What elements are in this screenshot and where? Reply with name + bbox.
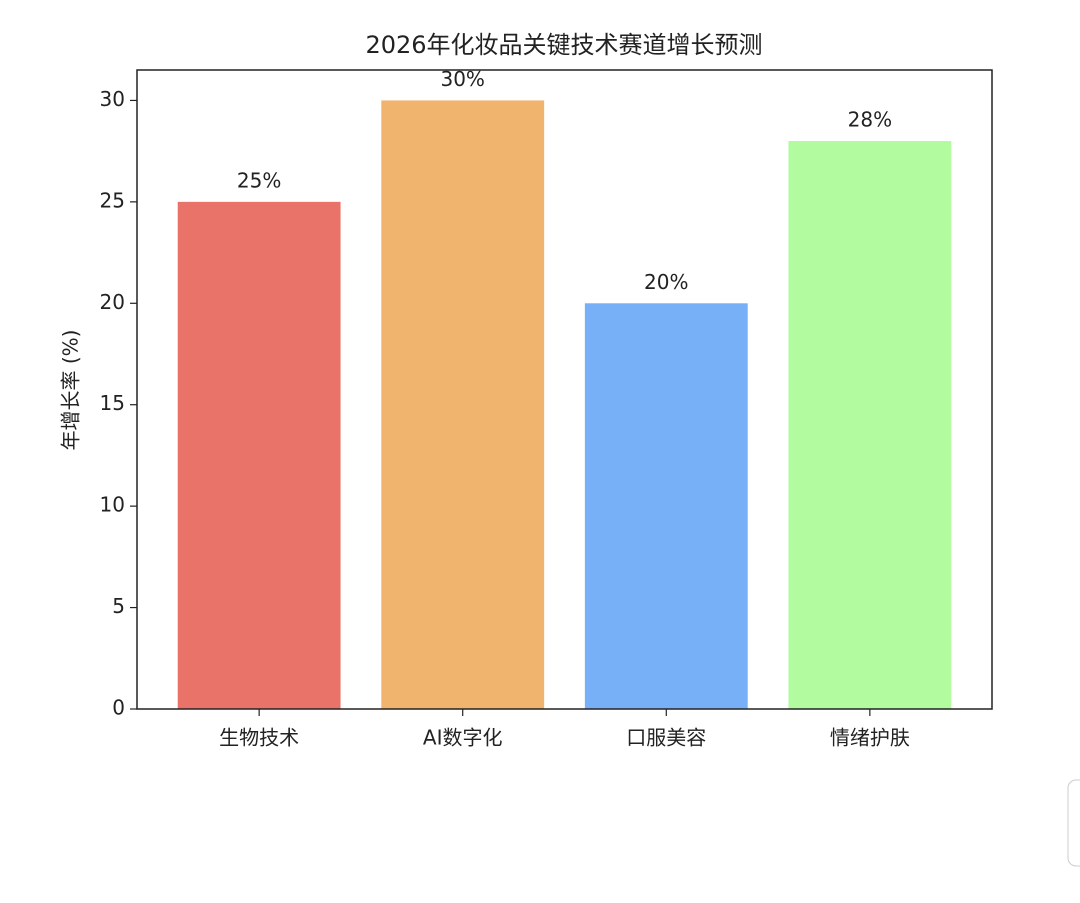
bar	[177, 201, 341, 709]
value-label: 20%	[644, 270, 688, 294]
y-tick-label: 15	[100, 391, 125, 415]
scroll-handle	[1067, 779, 1080, 867]
bar	[788, 141, 952, 709]
y-tick-label: 10	[100, 493, 125, 517]
y-tick-label: 20	[100, 290, 125, 314]
value-label: 28%	[848, 108, 892, 132]
y-tick-label: 0	[112, 696, 125, 720]
bar	[584, 303, 748, 709]
x-tick-label: 生物技术	[219, 726, 299, 750]
value-label: 30%	[440, 67, 484, 91]
plot-frame	[136, 69, 993, 710]
bar	[381, 100, 545, 709]
x-tick-label: 口服美容	[626, 726, 706, 750]
y-axis-label: 年增长率 (%)	[59, 330, 83, 451]
y-tick-label: 25	[100, 188, 125, 212]
x-tick-label: AI数字化	[423, 726, 503, 750]
value-label: 25%	[237, 168, 281, 192]
y-tick-label: 5	[112, 594, 125, 618]
x-tick-label: 情绪护肤	[830, 726, 910, 750]
chart-title: 2026年化妆品关键技术赛道增长预测	[365, 31, 762, 59]
y-tick-label: 30	[100, 87, 125, 111]
